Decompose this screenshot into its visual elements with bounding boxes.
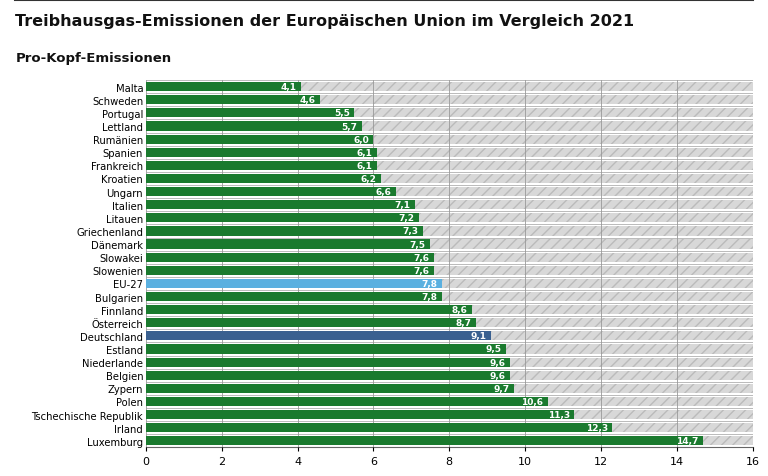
Bar [146,436,703,446]
Text: 4,1: 4,1 [281,83,297,92]
FancyBboxPatch shape [146,83,753,92]
FancyBboxPatch shape [146,214,753,223]
Text: 7,3: 7,3 [402,227,419,236]
Bar [146,423,612,432]
Text: 7,8: 7,8 [421,279,437,288]
FancyBboxPatch shape [146,306,753,315]
Bar [146,161,377,170]
Text: 7,1: 7,1 [395,201,411,210]
Bar [146,279,442,288]
Text: 4,6: 4,6 [300,96,316,105]
FancyBboxPatch shape [146,358,753,367]
Text: 7,6: 7,6 [413,253,429,262]
Text: 5,5: 5,5 [334,109,350,118]
Bar [146,175,381,184]
Text: 14,7: 14,7 [677,436,699,446]
Bar [146,358,510,367]
Bar [146,266,434,275]
FancyBboxPatch shape [146,253,753,262]
Bar [146,332,491,341]
FancyBboxPatch shape [146,371,753,380]
Bar [146,292,442,301]
FancyBboxPatch shape [146,96,753,105]
FancyBboxPatch shape [146,384,753,393]
FancyBboxPatch shape [146,279,753,288]
Text: 9,6: 9,6 [489,371,505,380]
FancyBboxPatch shape [146,175,753,184]
Bar [146,188,396,197]
Text: 9,1: 9,1 [471,332,486,341]
Text: 9,5: 9,5 [485,345,502,354]
Text: 6,1: 6,1 [357,161,372,170]
Text: 12,3: 12,3 [586,423,607,432]
Text: 6,1: 6,1 [357,149,372,158]
Bar [146,96,320,105]
Text: 8,6: 8,6 [452,306,468,315]
Bar [146,306,472,315]
Text: Pro-Kopf-Emissionen: Pro-Kopf-Emissionen [15,52,171,65]
Bar [146,214,419,223]
Text: 6,0: 6,0 [353,135,369,144]
Text: 11,3: 11,3 [548,410,570,419]
Bar [146,83,301,92]
Bar [146,345,506,354]
Text: 7,8: 7,8 [421,292,437,301]
Bar [146,397,548,406]
Text: 9,7: 9,7 [493,384,509,393]
Bar [146,410,574,419]
FancyBboxPatch shape [146,436,753,446]
FancyBboxPatch shape [146,397,753,406]
FancyBboxPatch shape [146,292,753,301]
FancyBboxPatch shape [146,423,753,432]
FancyBboxPatch shape [146,188,753,197]
Bar [146,227,422,236]
Text: Treibhausgas-Emissionen der Europäischen Union im Vergleich 2021: Treibhausgas-Emissionen der Europäischen… [15,14,634,29]
Bar [146,109,355,118]
Bar [146,384,514,393]
Bar [146,240,430,249]
Bar [146,253,434,262]
FancyBboxPatch shape [146,135,753,144]
Bar [146,371,510,380]
Bar [146,135,373,144]
Text: 6,6: 6,6 [376,188,392,197]
FancyBboxPatch shape [146,122,753,131]
FancyBboxPatch shape [146,345,753,354]
Bar [146,318,476,327]
Text: 5,7: 5,7 [342,122,358,131]
FancyBboxPatch shape [146,332,753,341]
Bar [146,201,415,210]
Text: 7,6: 7,6 [413,266,429,275]
FancyBboxPatch shape [146,266,753,275]
Bar [146,149,377,158]
FancyBboxPatch shape [146,227,753,236]
FancyBboxPatch shape [146,109,753,118]
Text: 6,2: 6,2 [361,175,376,184]
Text: 8,7: 8,7 [455,318,472,327]
FancyBboxPatch shape [146,318,753,327]
FancyBboxPatch shape [146,240,753,249]
FancyBboxPatch shape [146,201,753,210]
Bar [146,122,362,131]
Text: 7,5: 7,5 [410,240,425,249]
Text: 10,6: 10,6 [521,397,543,406]
FancyBboxPatch shape [146,410,753,419]
Text: 7,2: 7,2 [399,214,415,223]
Text: 9,6: 9,6 [489,358,505,367]
FancyBboxPatch shape [146,149,753,158]
FancyBboxPatch shape [146,161,753,170]
